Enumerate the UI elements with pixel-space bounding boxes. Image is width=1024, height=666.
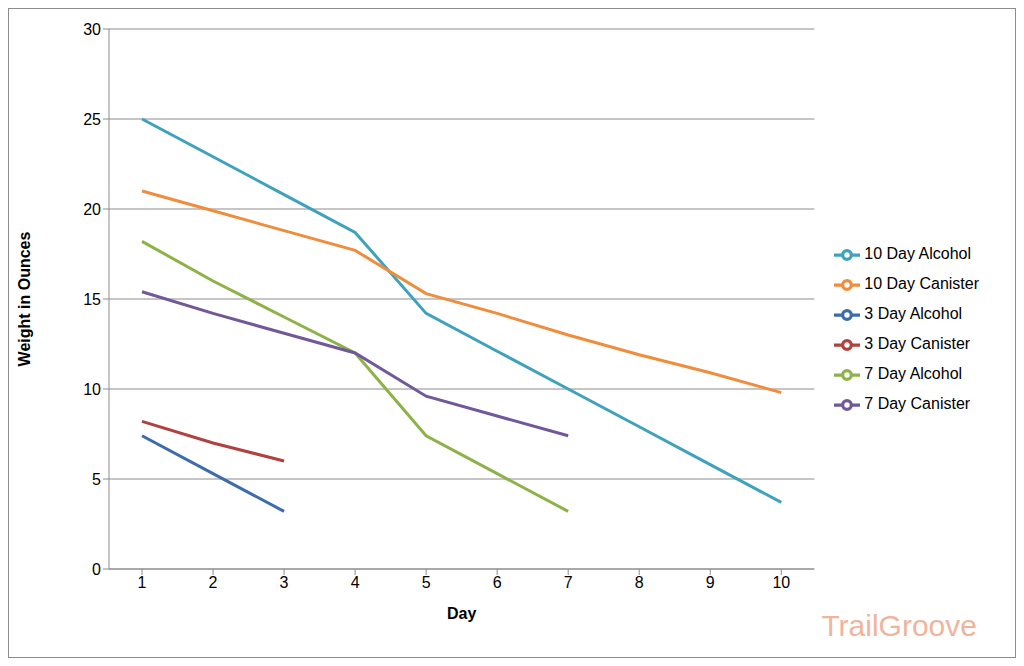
svg-text:4: 4	[351, 574, 360, 591]
html-text:7 Day Canister: 7 Day Canister	[864, 395, 971, 412]
svg-text:3: 3	[280, 574, 289, 591]
svg-text:2: 2	[209, 574, 218, 591]
svg-text:10: 10	[83, 381, 101, 398]
svg-text:9: 9	[706, 574, 715, 591]
svg-text:20: 20	[83, 201, 101, 218]
svg-text:7: 7	[564, 574, 573, 591]
svg-text:Day: Day	[447, 605, 476, 622]
html-text:3 Day Alcohol: 3 Day Alcohol	[864, 305, 963, 322]
svg-text:5: 5	[422, 574, 431, 591]
html-text:3 Day Canister: 3 Day Canister	[864, 335, 971, 352]
html-text:7 Day Alcohol: 7 Day Alcohol	[864, 365, 963, 382]
html-text:10 Day Alcohol: 10 Day Alcohol	[864, 245, 971, 262]
svg-text:15: 15	[83, 291, 101, 308]
html-text:10 Day Canister: 10 Day Canister	[864, 275, 979, 292]
svg-text:10: 10	[772, 574, 790, 591]
svg-text:Weight in Ounces: Weight in Ounces	[16, 231, 33, 366]
svg-text:1: 1	[138, 574, 147, 591]
html-text:TrailGroove: TrailGroove	[821, 609, 977, 642]
svg-text:5: 5	[92, 471, 101, 488]
svg-text:25: 25	[83, 111, 101, 128]
svg-text:0: 0	[92, 561, 101, 578]
svg-text:6: 6	[493, 574, 502, 591]
svg-text:8: 8	[635, 574, 644, 591]
svg-text:30: 30	[83, 21, 101, 38]
